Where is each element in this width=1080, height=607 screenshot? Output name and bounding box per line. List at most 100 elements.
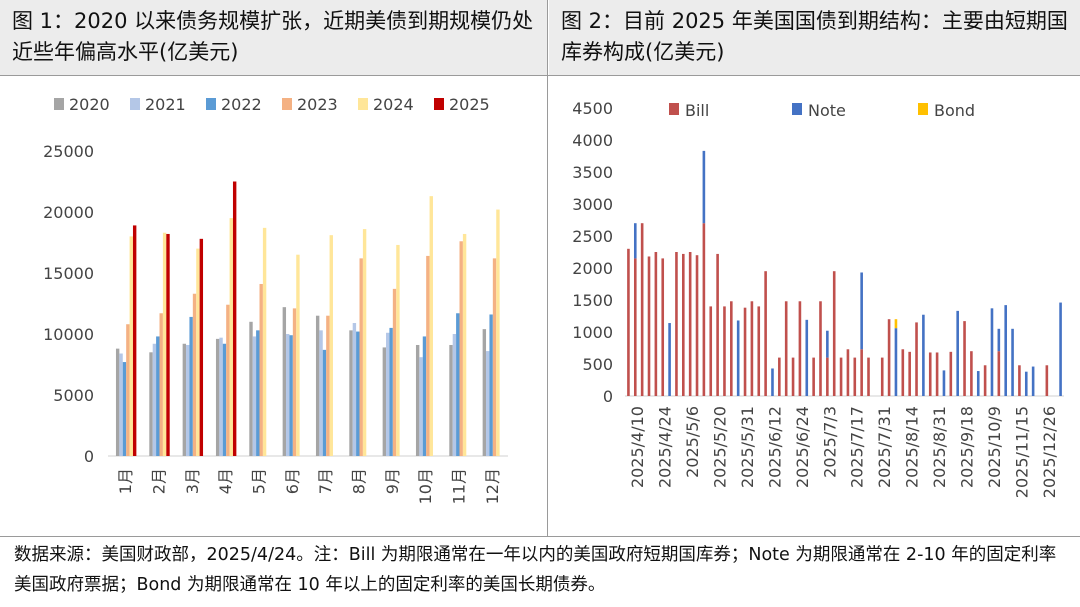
bar-2021-1 [119,353,123,456]
bar-2023-11 [459,241,463,456]
legend-swatch-Bond [918,103,928,115]
bar-2024-8 [362,229,367,456]
bar-Bill-51 [970,351,973,396]
bar-2020-10 [415,344,420,456]
bar-2020-11 [449,344,453,456]
bar-Bill-14 [716,253,719,396]
panel-divider [547,0,548,537]
bar-Bill-12 [702,223,706,396]
bar-2021-11 [452,334,457,456]
y-tick-label: 500 [582,355,613,374]
bar-2022-9 [389,327,393,456]
bar-Note-57 [1011,328,1014,396]
y-tick-label: 2500 [572,227,613,246]
bar-Bill-26 [798,301,802,396]
bar-Bill-29 [819,301,822,396]
x-tick-label: 7月 [316,468,335,494]
bar-Note-12 [702,150,706,224]
bar-2023-10 [426,255,430,456]
bar-Bill-15 [723,306,726,396]
bar-Note-52 [976,371,980,396]
bar-2022-11 [456,313,460,456]
bar-2025-3 [199,238,204,456]
legend-label-2022: 2022 [221,95,262,114]
legend-swatch-2021 [130,98,140,110]
bar-2020-5 [249,321,253,456]
bar-2024-1 [129,236,133,456]
bar-2021-3 [186,344,190,456]
legend-label-2024: 2024 [373,95,414,114]
bar-2021-8 [352,323,357,456]
bar-Note-56 [1004,305,1007,396]
bar-2021-9 [386,332,390,456]
bar-Bill-25 [791,357,795,396]
bar-Bill-4 [647,256,651,396]
legend-swatch-2023 [282,98,292,110]
bar-Bill-31 [832,271,836,396]
x-tick-label: 1月 [116,468,135,494]
bar-Bill-33 [846,349,850,396]
bar-2022-12 [489,314,493,456]
x-tick-label: 2025/4/10 [628,406,647,488]
bar-2020-8 [349,330,353,456]
legend-swatch-2020 [54,98,64,110]
bar-2025-4 [232,181,237,456]
bar-Bill-36 [867,357,870,396]
x-tick-label: 2025/9/18 [957,406,976,488]
bar-2020-7 [315,315,320,456]
bar-Bill-8 [675,252,678,396]
bar-Bill-46 [935,352,939,396]
y-tick-label: 5000 [53,386,94,405]
bar-Bill-21 [764,271,767,396]
bar-Bill-38 [880,357,884,396]
x-tick-label: 2025/12/26 [1040,406,1059,498]
bar-2024-9 [396,244,400,456]
bar-2020-4 [215,338,220,456]
bar-2021-5 [252,336,257,456]
bar-2024-4 [229,218,233,456]
bar-2023-7 [326,315,330,456]
bar-Bill-53 [983,365,987,396]
bar-2021-12 [486,351,490,456]
bar-Bill-34 [853,357,857,396]
bar-2024-7 [329,235,333,456]
bar-2022-8 [356,331,360,456]
bar-Bill-23 [778,357,781,396]
x-tick-label: 10月 [416,468,435,504]
bar-Note-35 [860,272,863,350]
bar-Note-30 [826,330,829,358]
bar-Bill-45 [928,352,932,396]
y-tick-label: 3000 [572,195,613,214]
bar-Bill-2 [633,258,637,396]
left-chart-title: 图 1：2020 以来债务规模扩张，近期美债到期规模仍处近些年偏高水平(亿美元) [0,0,547,75]
legend-label-2021: 2021 [145,95,186,114]
bar-2023-5 [259,283,263,456]
bar-2020-3 [182,343,187,456]
bar-2022-3 [189,316,193,456]
x-tick-label: 12月 [483,468,502,504]
source-note: 数据来源：美国财政部，2025/4/24。注：Bill 为期限通常在一年以内的美… [14,545,1057,595]
y-tick-label: 1500 [572,291,613,310]
x-tick-label: 9月 [383,468,402,494]
bar-Bill-32 [839,357,843,396]
bar-2024-11 [462,233,467,456]
x-tick-label: 2025/5/6 [683,406,702,478]
bar-2024-12 [496,209,500,456]
maturity-structure-chart: 0 500 1000 1500 2000 2500 3000 3500 4000 4500 2025… [572,99,1064,498]
y-tick-label: 4500 [572,99,613,118]
bar-2025-1 [132,225,137,456]
bar-2023-8 [359,258,363,456]
bar-2022-2 [156,336,160,456]
legend-label-2023: 2023 [297,95,338,114]
x-tick-label: 2025/11/15 [1012,406,1031,498]
bar-Bill-39 [887,319,891,396]
legend-label-Bill: Bill [685,101,709,120]
bar-Note-60 [1031,366,1035,396]
bar-2021-4 [219,337,223,456]
x-tick-label: 8月 [350,468,369,494]
bar-Bill-6 [661,258,665,396]
bar-2021-7 [319,330,323,456]
bar-Bill-13 [709,306,713,396]
bar-Note-17 [736,320,740,396]
legend-label-2025: 2025 [449,95,490,114]
